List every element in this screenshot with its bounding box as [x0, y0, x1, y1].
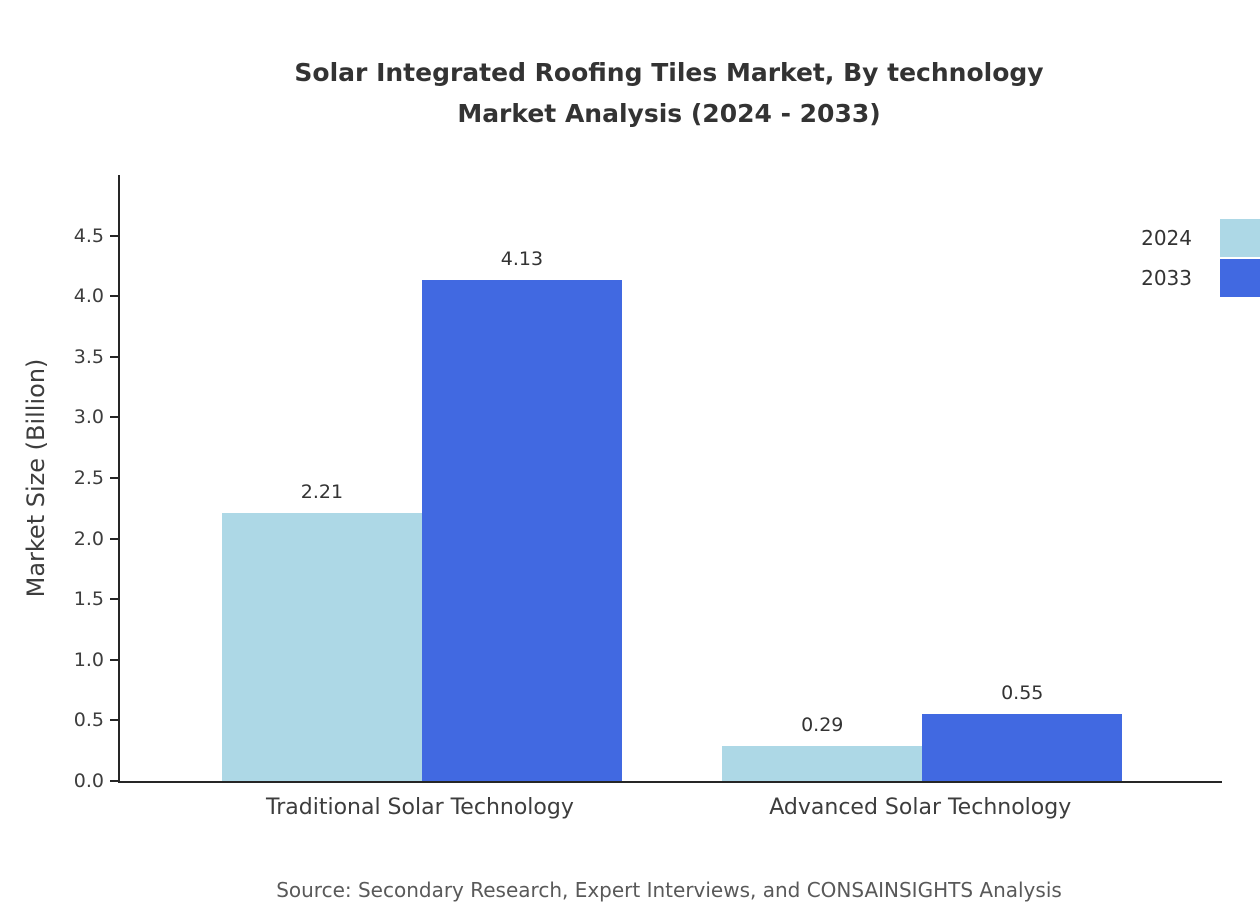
y-axis-ticks: 0.0 0.5 1.0 1.5 2.0 2.5 3.0 3.5 4.0 4.5 [36, 175, 118, 792]
bar-2024-category-2 [722, 745, 923, 781]
y-tick-mark [110, 658, 118, 661]
y-tick-label: 1.0 [73, 648, 104, 671]
legend-label: 2024 [1141, 226, 1192, 250]
x-category-label: Traditional Solar Technology [266, 795, 574, 820]
bar-value-label: 4.13 [500, 248, 544, 271]
y-tick-label: 3.0 [73, 406, 104, 429]
x-category-label: Advanced Solar Technology [769, 795, 1072, 820]
legend-item-2024: 2024 [1141, 218, 1260, 258]
bar-2024-category-1 [221, 513, 422, 781]
y-tick-label: 1.5 [73, 588, 104, 611]
y-tick-mark [110, 234, 118, 237]
y-tick-label: 0.5 [73, 709, 104, 732]
chart-title: Solar Integrated Roofing Tiles Market, B… [118, 52, 1220, 134]
bar-2033-category-2 [922, 714, 1123, 781]
legend: 2024 2033 [1141, 218, 1260, 298]
bar-value-label: 0.55 [1001, 682, 1044, 705]
y-tick-mark [110, 477, 118, 479]
bar-value-label: 2.21 [300, 481, 344, 504]
y-tick-label: 0.0 [73, 770, 104, 792]
chart-title-line2: Market Analysis (2024 - 2033) [457, 99, 881, 128]
legend-swatch-icon [1220, 219, 1260, 257]
legend-item-2033: 2033 [1141, 258, 1260, 298]
y-tick-label: 2.0 [73, 527, 104, 550]
chart-title-line1: Solar Integrated Roofing Tiles Market, B… [294, 58, 1044, 87]
y-tick-mark [110, 719, 118, 722]
y-tick-label: 4.0 [73, 285, 104, 308]
y-tick-mark [110, 537, 118, 540]
y-tick-mark [110, 598, 118, 601]
y-tick-label: 3.5 [73, 345, 104, 368]
source-text: Source: Secondary Research, Expert Inter… [276, 878, 1062, 902]
bar-2033-category-1 [421, 280, 622, 781]
y-tick-label: 4.5 [73, 224, 104, 247]
legend-label: 2033 [1141, 266, 1192, 290]
y-tick-mark [110, 780, 118, 782]
y-tick-label: 2.5 [73, 467, 104, 489]
y-tick-mark [110, 416, 118, 419]
plot-area: 2.21 4.13 0.29 0.55 [118, 175, 1222, 783]
y-tick-mark [110, 355, 118, 358]
legend-swatch-icon [1220, 259, 1260, 297]
y-tick-mark [110, 295, 118, 298]
bar-value-label: 0.29 [801, 713, 844, 736]
